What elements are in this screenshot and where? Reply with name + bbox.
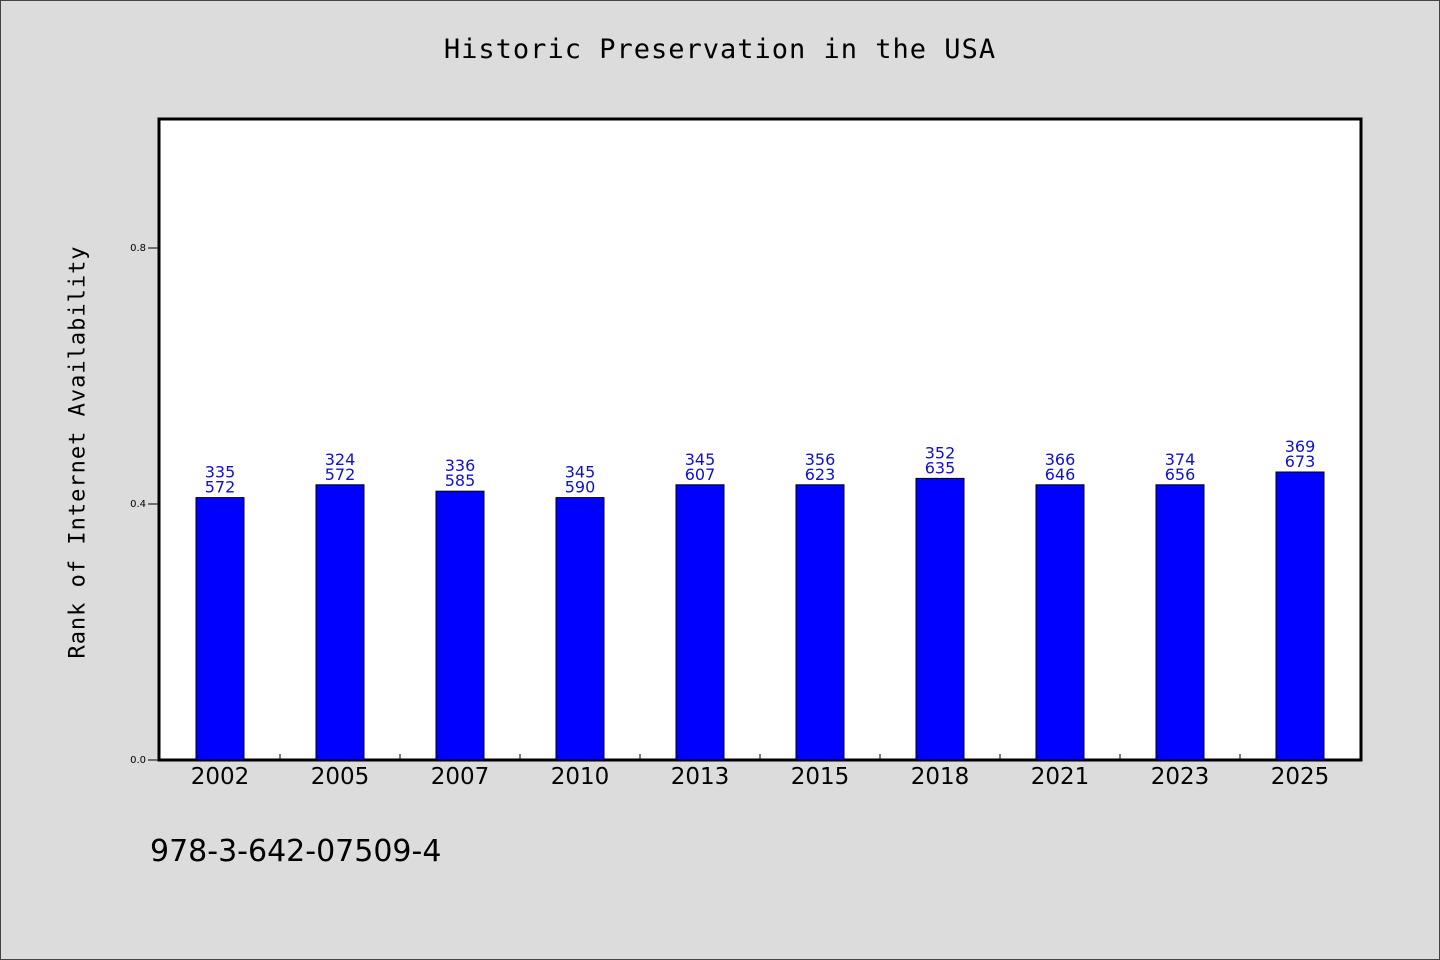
bar-2010 xyxy=(555,497,605,761)
y-tick-label: 0.4 xyxy=(130,499,146,510)
bar-2025 xyxy=(1275,471,1325,761)
data-label-top: 345 xyxy=(685,450,716,469)
x-tick-label: 2023 xyxy=(1151,764,1210,790)
y-tick-label: 0.0 xyxy=(130,755,146,766)
data-label-top: 369 xyxy=(1285,437,1316,456)
data-label-top: 374 xyxy=(1165,450,1196,469)
x-axis: 2002 2005 2007 2010 2013 2015 2018 2021 2023 2025 xyxy=(191,754,1330,790)
x-tick-label: 2021 xyxy=(1031,764,1090,790)
data-label-bottom: 572 xyxy=(205,478,236,497)
data-label-bottom: 590 xyxy=(565,478,596,497)
data-label-bottom: 585 xyxy=(445,471,476,490)
bars-group xyxy=(195,471,1325,761)
data-label-top: 336 xyxy=(445,456,476,475)
x-tick-label: 2002 xyxy=(191,764,250,790)
data-label-bottom: 623 xyxy=(805,465,836,484)
x-tick-label: 2013 xyxy=(671,764,730,790)
x-tick-label: 2005 xyxy=(311,764,370,790)
bar-2023 xyxy=(1155,484,1205,761)
data-label-bottom: 646 xyxy=(1045,465,1076,484)
bar-2018 xyxy=(915,477,965,761)
x-tick-label: 2025 xyxy=(1271,764,1330,790)
isbn-text: 978-3-642-07509-4 xyxy=(150,834,442,869)
data-label-bottom: 673 xyxy=(1285,452,1316,471)
data-label-bottom: 607 xyxy=(685,465,716,484)
data-label-top: 352 xyxy=(925,443,956,462)
data-label-top: 335 xyxy=(205,463,236,482)
data-label-top: 366 xyxy=(1045,450,1076,469)
x-tick-label: 2018 xyxy=(911,764,970,790)
bar-2007 xyxy=(435,490,485,761)
bar-2002 xyxy=(195,497,245,761)
y-axis: 0.0 0.4 0.8 xyxy=(130,243,160,766)
bar-2005 xyxy=(315,484,365,761)
x-tick-label: 2010 xyxy=(551,764,610,790)
chart-title: Historic Preservation in the USA xyxy=(443,34,997,65)
bar-2013 xyxy=(675,484,725,761)
data-label-bottom: 656 xyxy=(1165,465,1196,484)
data-label-top: 345 xyxy=(565,463,596,482)
data-label-bottom: 572 xyxy=(325,465,356,484)
data-label-top: 356 xyxy=(805,450,836,469)
x-tick-label: 2007 xyxy=(431,764,490,790)
x-tick-label: 2015 xyxy=(791,764,850,790)
bar-2015 xyxy=(795,484,845,761)
bar-2021 xyxy=(1035,484,1085,761)
y-tick-label: 0.8 xyxy=(130,243,146,254)
data-label-bottom: 635 xyxy=(925,458,956,477)
data-label-top: 324 xyxy=(325,450,356,469)
